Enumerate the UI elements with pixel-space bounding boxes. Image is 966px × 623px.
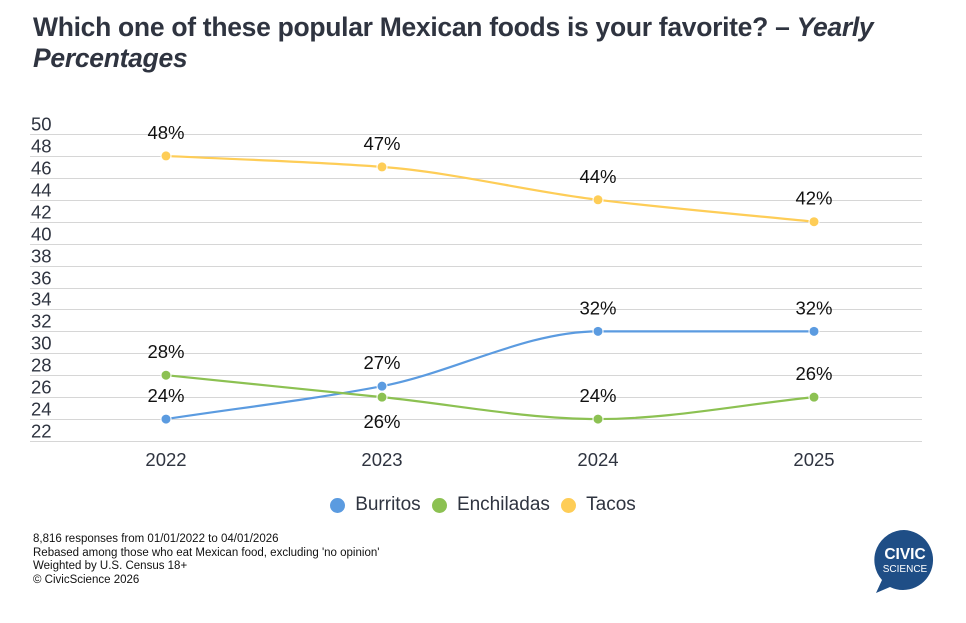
point-tacos[interactable] — [809, 217, 819, 227]
point-burritos[interactable] — [161, 414, 171, 424]
point-enchiladas[interactable] — [593, 414, 603, 424]
data-label-enchiladas: 28% — [147, 341, 184, 362]
y-tick-label: 44 — [31, 180, 52, 201]
x-tick-label: 2022 — [145, 449, 186, 470]
x-tick-label: 2023 — [361, 449, 402, 470]
point-tacos[interactable] — [161, 151, 171, 161]
y-tick-label: 32 — [31, 311, 52, 332]
y-tick-label: 46 — [31, 158, 52, 179]
series-points — [160, 150, 820, 425]
data-label-burritos: 32% — [579, 297, 616, 318]
logo-line1: CIVIC — [884, 546, 925, 563]
data-label-tacos: 44% — [579, 166, 616, 187]
footnote-weighting: Weighted by U.S. Census 18+ — [33, 560, 188, 572]
footnote-copyright: © CivicScience 2026 — [33, 573, 140, 586]
legend-label: Burritos — [355, 494, 421, 515]
data-label-enchiladas: 26% — [363, 411, 400, 432]
y-tick-label: 24 — [31, 399, 52, 420]
point-burritos[interactable] — [377, 381, 387, 391]
point-enchiladas[interactable] — [377, 392, 387, 402]
y-tick-label: 50 — [31, 114, 52, 135]
y-tick-label: 40 — [31, 224, 52, 245]
series-lines — [165, 154, 815, 421]
data-label-tacos: 48% — [147, 122, 184, 143]
point-enchiladas[interactable] — [161, 370, 171, 380]
footnote-rebased: Rebased among those who eat Mexican food… — [33, 546, 380, 559]
data-label-tacos: 42% — [795, 188, 832, 209]
y-tick-label: 28 — [31, 355, 52, 376]
data-label-burritos: 32% — [795, 297, 832, 318]
point-tacos[interactable] — [377, 162, 387, 172]
y-tick-label: 30 — [31, 333, 52, 354]
legend-item-burritos[interactable]: Burritos — [330, 494, 421, 516]
legend-dot-enchiladas — [431, 497, 447, 513]
legend-dot-burritos — [330, 497, 346, 513]
y-tick-label: 36 — [31, 268, 52, 289]
footnote-responses: 8,816 responses from 01/01/2022 to 04/01… — [33, 533, 279, 545]
legend-item-enchiladas[interactable]: Enchiladas — [431, 494, 550, 516]
legend: Burritos Enchiladas Tacos — [0, 494, 966, 519]
y-tick-label: 38 — [31, 246, 52, 267]
legend-label: Enchiladas — [456, 494, 550, 515]
x-axis-ticks: 2022 2023 2024 2025 — [145, 449, 834, 470]
point-tacos[interactable] — [593, 195, 603, 205]
line-burritos — [165, 330, 814, 421]
footnotes: 8,816 responses from 01/01/2022 to 04/01… — [33, 533, 379, 587]
speech-bubble-icon — [874, 530, 934, 593]
y-tick-label: 26 — [31, 377, 52, 398]
y-tick-label: 22 — [31, 421, 52, 442]
line-enchiladas — [165, 374, 815, 421]
chart-title: Which one of these popular Mexican foods… — [33, 12, 933, 74]
x-tick-label: 2024 — [577, 449, 618, 470]
data-label-burritos: 27% — [363, 352, 400, 373]
point-burritos[interactable] — [809, 326, 819, 336]
data-label-burritos: 24% — [147, 385, 184, 406]
chart-title-italic: Yearly Percentages — [33, 12, 874, 73]
legend-item-tacos[interactable]: Tacos — [561, 494, 636, 516]
y-tick-label: 48 — [31, 136, 52, 157]
point-enchiladas[interactable] — [809, 392, 819, 402]
data-label-enchiladas: 26% — [795, 363, 832, 384]
line-tacos — [165, 154, 815, 223]
point-burritos[interactable] — [593, 326, 603, 336]
legend-label: Tacos — [586, 494, 636, 515]
data-label-enchiladas: 24% — [579, 385, 616, 406]
x-tick-label: 2025 — [793, 449, 834, 470]
data-labels: 24% 27% 32% 32% 28% 26% 24% 26% 48% 47% 44% 42% — [147, 122, 832, 432]
y-tick-label: 34 — [31, 289, 52, 310]
logo-line2: SCIENCE — [883, 564, 928, 575]
civicscience-logo: CIVIC SCIENCE — [874, 530, 934, 593]
y-tick-label: 42 — [31, 202, 52, 223]
chart-title-main: Which one of these popular Mexican foods… — [33, 12, 797, 42]
legend-dot-tacos — [561, 497, 577, 513]
data-label-tacos: 47% — [363, 133, 400, 154]
